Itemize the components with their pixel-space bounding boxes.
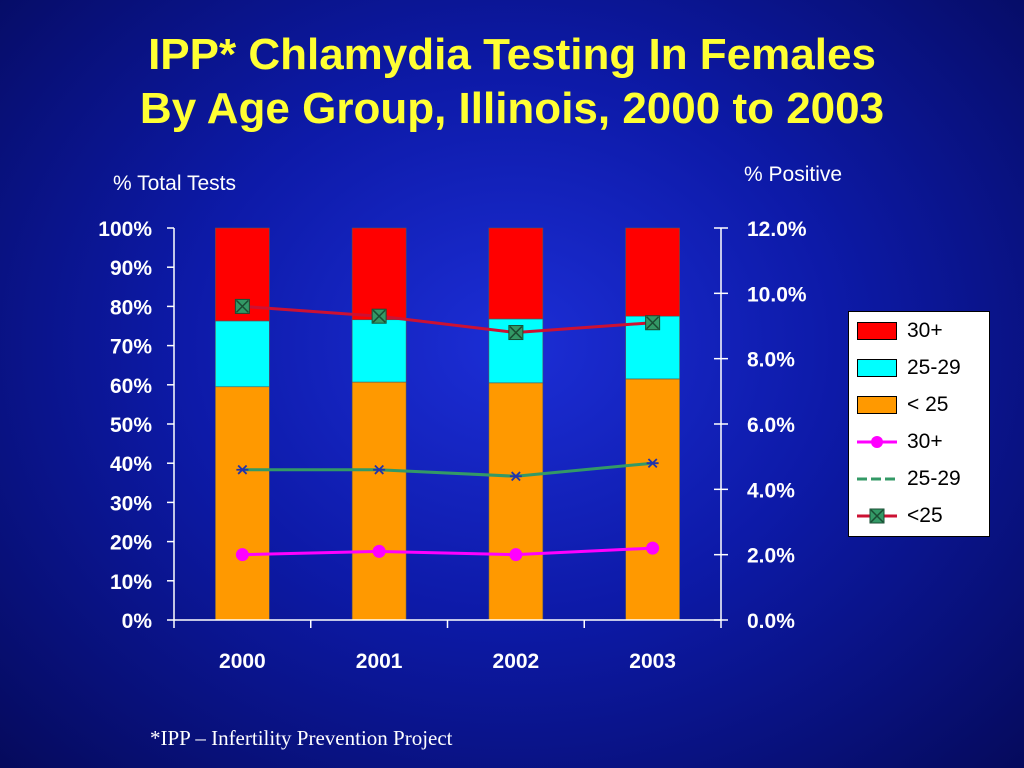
footnote: *IPP – Infertility Prevention Project [150, 726, 453, 750]
left-tick-label: 20% [110, 532, 152, 555]
line-point-circle [646, 541, 660, 555]
right-tick-label: 8.0% [747, 349, 795, 372]
bar-segment [351, 227, 407, 321]
bar-segment [351, 381, 407, 621]
left-tick-label: 100% [98, 218, 152, 241]
right-tick-label: 12.0% [747, 218, 807, 241]
x-tick-label: 2001 [356, 650, 403, 673]
bar-segment [351, 319, 407, 383]
legend-item-bar-30plus: 30+ [857, 316, 943, 346]
legend-item-line-30plus: 30+ [857, 427, 943, 457]
legend-item-line-under25: <25 [857, 501, 943, 531]
right-tick-label: 6.0% [747, 414, 795, 437]
left-tick-label: 50% [110, 414, 152, 437]
line-series [242, 546, 653, 557]
right-tick-label: 4.0% [747, 479, 795, 502]
legend-swatch-25-29 [857, 359, 897, 377]
bar-segment [625, 378, 680, 621]
right-tick-label: 10.0% [747, 283, 807, 306]
legend-line-circle-icon [857, 436, 897, 448]
legend-label: < 25 [907, 393, 949, 416]
legend-swatch-30plus [857, 322, 897, 340]
left-tick-label: 70% [110, 336, 152, 359]
left-axis-title: % Total Tests [113, 172, 236, 195]
right-tick-label: 0.0% [747, 610, 795, 633]
x-tick-label: 2003 [629, 650, 676, 673]
chart-title: IPP* Chlamydia Testing In Females By Age… [0, 28, 1024, 136]
line-point-star [373, 464, 386, 475]
line-point-star [509, 471, 522, 482]
chart-legend: 30+ 25-29 < 25 30+ 25-29 <25 [848, 311, 990, 537]
legend-line-xsquare-icon [857, 508, 897, 524]
right-axis-title: % Positive [744, 163, 843, 186]
legend-swatch-under25 [857, 396, 897, 414]
bar-segment [625, 227, 680, 317]
legend-label: <25 [907, 504, 943, 527]
line-point-x [235, 299, 249, 313]
line-series [242, 461, 653, 478]
left-tick-label: 80% [110, 296, 152, 319]
right-tick-label: 2.0% [747, 545, 795, 568]
title-line-2: By Age Group, Illinois, 2000 to 2003 [139, 84, 885, 133]
line-point-circle [509, 548, 523, 562]
left-tick-label: 30% [110, 492, 152, 515]
left-tick-label: 0% [122, 610, 153, 633]
bar-segment [488, 227, 544, 320]
legend-label: 30+ [907, 430, 943, 453]
line-point-star [236, 464, 249, 475]
line-point-x [646, 316, 660, 330]
line-series [242, 304, 653, 335]
line-point-circle [235, 548, 249, 562]
line-point-x [372, 309, 386, 323]
left-tick-label: 10% [110, 571, 152, 594]
line-point-star [646, 458, 659, 469]
legend-item-line-25-29: 25-29 [857, 464, 961, 494]
legend-label: 30+ [907, 319, 943, 342]
legend-label: 25-29 [907, 467, 961, 490]
legend-label: 25-29 [907, 356, 961, 379]
bar-segment [215, 320, 270, 388]
left-tick-label: 40% [110, 453, 152, 476]
legend-item-bar-under25: < 25 [857, 390, 948, 420]
x-tick-label: 2000 [219, 650, 266, 673]
left-tick-label: 90% [110, 257, 152, 280]
left-tick-label: 60% [110, 375, 152, 398]
line-point-x [509, 326, 523, 340]
x-tick-label: 2002 [493, 650, 540, 673]
bar-segment [488, 382, 544, 621]
title-line-1: IPP* Chlamydia Testing In Females [148, 30, 876, 79]
legend-item-bar-25-29: 25-29 [857, 353, 961, 383]
line-point-circle [372, 544, 386, 558]
bar-segment [215, 386, 270, 621]
legend-line-star-icon [857, 477, 897, 481]
